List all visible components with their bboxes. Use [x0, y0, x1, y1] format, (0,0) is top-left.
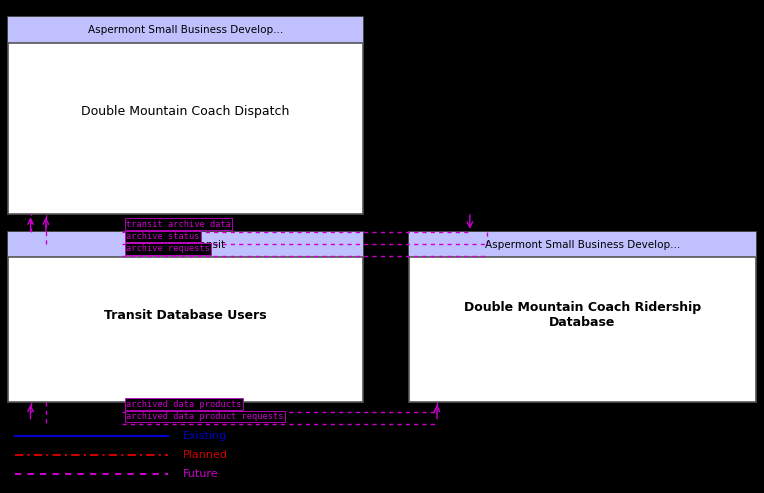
- Text: CityLink Transit: CityLink Transit: [145, 240, 225, 249]
- Text: Existing: Existing: [183, 431, 228, 441]
- Text: Aspermont Small Business Develop...: Aspermont Small Business Develop...: [485, 240, 680, 249]
- Text: Transit Database Users: Transit Database Users: [104, 309, 267, 321]
- Bar: [409, 232, 756, 257]
- Text: archive requests: archive requests: [126, 245, 210, 253]
- Text: archived data product requests: archived data product requests: [126, 412, 283, 421]
- Bar: [409, 232, 756, 402]
- Text: archive status: archive status: [126, 232, 199, 241]
- Text: Future: Future: [183, 469, 219, 479]
- Text: archived data products: archived data products: [126, 400, 241, 409]
- Text: Double Mountain Coach Dispatch: Double Mountain Coach Dispatch: [81, 105, 290, 118]
- Text: Double Mountain Coach Ridership
Database: Double Mountain Coach Ridership Database: [464, 301, 701, 329]
- Text: Aspermont Small Business Develop...: Aspermont Small Business Develop...: [88, 25, 283, 35]
- Bar: [8, 232, 363, 402]
- Bar: [8, 232, 363, 257]
- Text: Planned: Planned: [183, 450, 228, 460]
- Bar: [8, 17, 363, 43]
- Bar: [8, 17, 363, 214]
- Text: transit archive data: transit archive data: [126, 220, 231, 229]
